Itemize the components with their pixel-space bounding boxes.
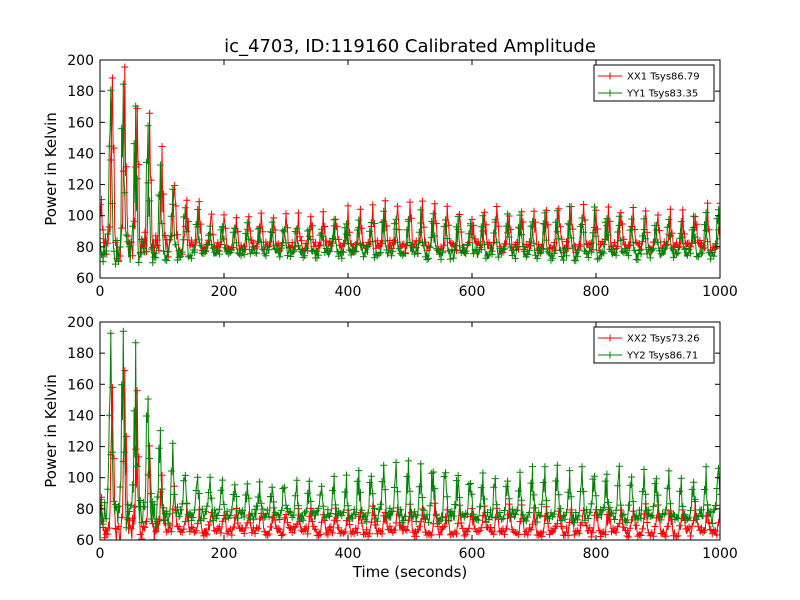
top-axis-ticks: 0 200 400 600 800 1000 60 80 100 120 140 160 180 200 xyxy=(67,53,738,300)
top-y-axis-label: Power in Kelvin xyxy=(42,112,60,226)
bottom-plot-area xyxy=(100,327,720,540)
x-tick-label: 1000 xyxy=(702,546,738,562)
legend-box xyxy=(593,64,715,102)
top-legend: XX1 Tsys86.79 YY1 Tsys83.35 xyxy=(593,64,715,102)
legend-marker xyxy=(606,89,614,97)
y-tick-label: 100 xyxy=(67,209,94,225)
series-markers xyxy=(100,367,720,540)
bottom-axis-ticks: 0 200 400 600 800 1000 60 80 100 120 140 160 180 200 xyxy=(67,315,738,562)
y-tick-label: 120 xyxy=(67,178,94,194)
y-tick-label: 80 xyxy=(76,502,94,518)
legend-entry: XX2 Tsys73.26 xyxy=(627,334,700,345)
x-tick-label: 600 xyxy=(459,546,486,562)
x-tick-label: 1000 xyxy=(702,284,738,300)
x-axis-label: Time (seconds) xyxy=(352,563,468,581)
y-tick-label: 180 xyxy=(67,346,94,362)
y-tick-label: 160 xyxy=(67,115,94,131)
legend-marker xyxy=(606,351,614,359)
legend-marker xyxy=(606,334,614,342)
bottom-y-axis-label: Power in Kelvin xyxy=(42,374,60,488)
y-tick-label: 200 xyxy=(67,315,94,331)
bottom-panel: 0 200 400 600 800 10006080100120140160180200 … xyxy=(42,315,738,581)
legend-entry: XX1 Tsys86.79 xyxy=(627,72,700,83)
legend-entry: YY1 Tsys83.35 xyxy=(626,89,698,100)
series-markers xyxy=(100,327,720,532)
x-tick-label: 400 xyxy=(335,284,362,300)
y-tick-label: 60 xyxy=(76,271,94,287)
legend-marker xyxy=(606,72,614,80)
x-tick-label: 0 xyxy=(96,284,105,300)
y-tick-label: 160 xyxy=(67,377,94,393)
x-tick-label: 800 xyxy=(583,546,610,562)
legend-box xyxy=(593,326,715,364)
y-tick-label: 80 xyxy=(76,240,94,256)
bottom-legend: XX2 Tsys73.26 YY2 Tsys86.71 xyxy=(593,326,715,364)
top-panel: 0 200 400 600 800 10006080100120140160180200 … xyxy=(42,53,738,300)
x-tick-label: 800 xyxy=(583,284,610,300)
y-tick-label: 120 xyxy=(67,440,94,456)
chart-title: ic_4703, ID:119160 Calibrated Amplitude xyxy=(224,36,596,57)
y-tick-label: 140 xyxy=(67,146,94,162)
x-tick-label: 200 xyxy=(211,284,238,300)
x-tick-label: 600 xyxy=(459,284,486,300)
series-markers xyxy=(100,80,720,268)
y-tick-label: 200 xyxy=(67,53,94,69)
x-tick-label: 200 xyxy=(211,546,238,562)
x-tick-label: 400 xyxy=(335,546,362,562)
top-plot-area xyxy=(100,63,720,268)
y-tick-label: 140 xyxy=(67,408,94,424)
y-tick-label: 100 xyxy=(67,471,94,487)
y-tick-label: 180 xyxy=(67,84,94,100)
x-tick-label: 0 xyxy=(96,546,105,562)
series-line xyxy=(100,84,720,265)
top-plot-frame xyxy=(99,59,721,279)
bottom-plot-frame xyxy=(99,321,721,541)
y-tick-label: 60 xyxy=(76,533,94,549)
legend-entry: YY2 Tsys86.71 xyxy=(626,351,698,362)
